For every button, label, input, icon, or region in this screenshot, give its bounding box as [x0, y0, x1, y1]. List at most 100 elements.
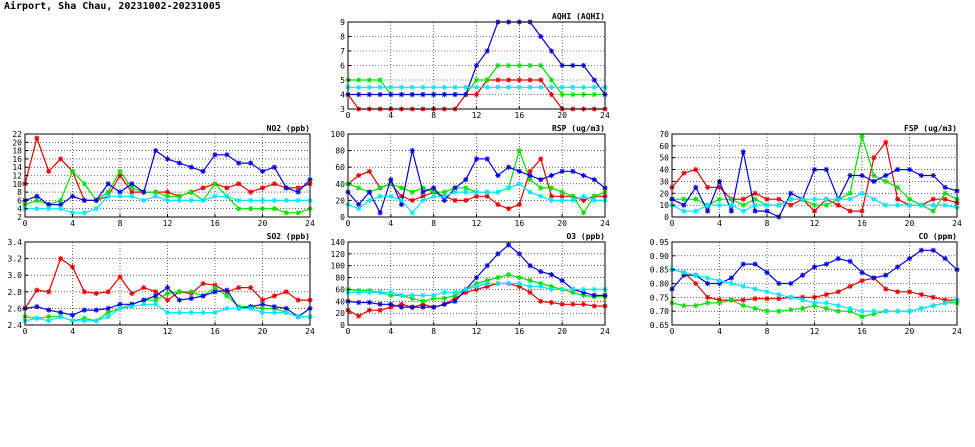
so2-point-cyan — [176, 309, 182, 316]
co-point-cyan — [788, 294, 794, 300]
rsp-point-blue — [409, 148, 415, 154]
co-series-cyan — [669, 267, 960, 314]
so2-point-red — [69, 264, 76, 270]
no2-x-tick-label: 4 — [70, 219, 75, 228]
o3-point-cyan — [591, 286, 597, 293]
aqhi-point-cyan — [495, 84, 501, 90]
page-title: Airport, Sha Chau, 20231002-20231005 — [4, 1, 221, 12]
fsp-point-blue — [788, 190, 794, 196]
fsp-y-tick-label: 60 — [659, 142, 669, 151]
aqhi-point-green — [366, 77, 373, 83]
so2-point-red — [34, 287, 40, 293]
no2-point-green — [81, 181, 87, 187]
so2-x-tick-label: 4 — [70, 327, 75, 336]
so2-point-blue — [69, 312, 76, 318]
co-point-green — [693, 303, 699, 309]
fsp-point-green — [681, 196, 687, 202]
rsp-point-cyan — [580, 193, 587, 199]
co-point-red — [883, 286, 889, 292]
aqhi-point-blue — [441, 91, 447, 98]
no2-point-blue — [129, 181, 135, 187]
aqhi-point-green — [356, 77, 362, 83]
fsp-point-blue — [705, 208, 711, 214]
o3-y-tick-label: 20 — [335, 309, 345, 318]
co-point-red — [823, 291, 829, 298]
o3-point-red — [377, 307, 383, 313]
rsp-point-blue — [506, 164, 512, 170]
o3-point-blue — [548, 272, 555, 278]
no2-point-green — [236, 206, 242, 212]
fsp-point-red — [859, 208, 865, 214]
rsp-point-red — [356, 172, 362, 179]
so2-chart-title: SO2 (ppb) — [267, 232, 310, 241]
no2-point-blue — [295, 189, 301, 195]
co-y-tick-label: 0.65 — [650, 321, 669, 330]
aqhi-point-red — [506, 77, 512, 83]
fsp-point-cyan — [859, 190, 865, 196]
co-point-cyan — [776, 291, 782, 298]
no2-point-cyan — [283, 197, 289, 203]
aqhi-point-blue — [559, 62, 565, 69]
no2-point-cyan — [58, 206, 64, 212]
co-point-red — [847, 283, 853, 289]
no2-y-tick-label: 22 — [12, 130, 22, 139]
co-point-blue — [740, 261, 746, 267]
co-point-red — [930, 294, 936, 300]
no2-point-cyan — [176, 197, 182, 203]
fsp-point-blue — [918, 172, 924, 179]
co-point-green — [681, 303, 687, 309]
so2-point-cyan — [212, 309, 218, 316]
co-point-green — [823, 305, 829, 311]
fsp-point-cyan — [883, 202, 889, 208]
no2-point-cyan — [200, 197, 206, 203]
fsp-point-blue — [859, 172, 865, 179]
co-point-cyan — [728, 280, 734, 287]
no2-point-red — [224, 185, 230, 191]
o3-y-tick-label: 60 — [335, 285, 345, 294]
no2-point-cyan — [212, 193, 218, 199]
o3-point-green — [441, 295, 447, 301]
so2-point-cyan — [236, 305, 242, 311]
fsp-point-red — [693, 166, 699, 173]
o3-point-red — [538, 298, 544, 304]
aqhi-point-green — [473, 77, 480, 83]
rsp-point-cyan — [495, 189, 501, 195]
rsp-point-blue — [559, 168, 565, 174]
no2-point-green — [295, 210, 301, 216]
rsp-point-green — [516, 148, 522, 154]
aqhi-point-cyan — [431, 84, 437, 90]
no2-point-red — [46, 168, 52, 174]
no2-point-cyan — [34, 206, 40, 212]
o3-point-cyan — [516, 280, 522, 287]
aqhi-point-blue — [366, 91, 373, 98]
fsp-x-tick-label: 16 — [857, 219, 867, 228]
aqhi-point-blue — [591, 77, 597, 83]
fsp-y-tick-label: 50 — [659, 154, 669, 163]
so2-point-cyan — [271, 309, 277, 316]
no2-x-tick-label: 12 — [163, 219, 173, 228]
aqhi-y-tick-label: 5 — [340, 76, 345, 85]
no2-y-tick-label: 2 — [17, 213, 22, 222]
fsp-point-blue — [871, 178, 877, 185]
aqhi-x-tick-label: 8 — [431, 111, 436, 120]
aqhi-point-red — [473, 91, 480, 98]
co-point-blue — [895, 264, 901, 270]
fsp-point-blue — [752, 208, 758, 214]
so2-point-red — [105, 289, 111, 295]
fsp-x-tick-label: 4 — [717, 219, 722, 228]
so2-point-cyan — [129, 304, 135, 310]
aqhi-point-green — [506, 62, 512, 69]
o3-point-red — [580, 301, 587, 307]
no2-x-tick-label: 16 — [210, 219, 220, 228]
o3-point-blue — [484, 263, 490, 269]
o3-point-blue — [377, 301, 383, 307]
fsp-point-red — [883, 139, 889, 145]
no2-point-red — [259, 185, 266, 191]
fsp-point-red — [705, 184, 711, 190]
rsp-point-blue — [570, 168, 576, 174]
rsp-point-red — [495, 201, 501, 208]
fsp-point-blue — [847, 172, 853, 179]
no2-point-cyan — [129, 193, 135, 199]
aqhi-point-cyan — [409, 84, 415, 90]
